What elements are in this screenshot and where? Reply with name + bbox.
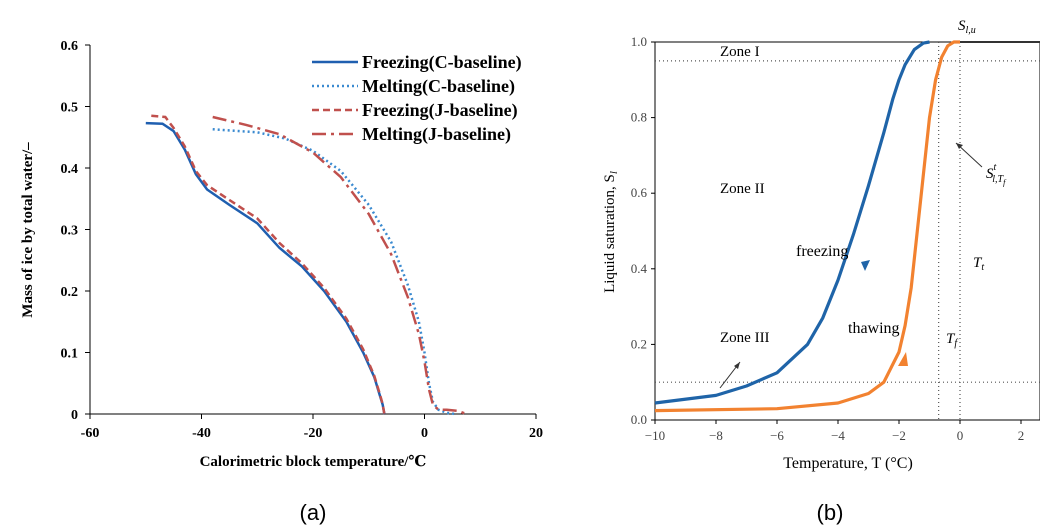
- panel-b-y-tick-label: 0.8: [631, 110, 647, 125]
- panel-a-legend: Freezing(C-baseline) Melting(C-baseline) F…: [312, 52, 522, 145]
- legend-label: Melting(C-baseline): [362, 76, 515, 97]
- panel-a-series-line: [151, 114, 386, 415]
- panel-a: -60 -40 -20 0 20 0 0.1 0.2 0.3 0.4 0.5 0.6 Calorime…: [20, 39, 543, 525]
- zone-2-label: Zone II: [720, 181, 765, 197]
- panel-b-series-line: [654, 40, 960, 413]
- panel-b-y-tick-label: 0.0: [631, 412, 647, 427]
- panel-b-ylabel: Liquid saturation, Sl: [602, 171, 620, 293]
- s-ltf-label: St l,Tf: [986, 162, 1007, 187]
- zone-1-label: Zone I: [720, 44, 760, 60]
- panel-a-x-tick-label: 20: [529, 426, 543, 441]
- panel-b-x-tick-label: 2: [1018, 428, 1025, 443]
- panel-b-y-tick-label: 0.4: [631, 261, 648, 276]
- panel-a-x-tick-label: -60: [81, 426, 100, 441]
- freezing-arrowhead: [861, 260, 870, 271]
- panel-a-xlabel: Calorimetric block temperature/℃: [200, 454, 427, 470]
- panel-a-y-tick-label: 0.3: [61, 224, 79, 239]
- thawing-label: thawing: [848, 320, 900, 337]
- panel-a-y-tick-label: 0: [71, 408, 78, 423]
- panel-a-y-tick-label: 0.5: [61, 101, 79, 116]
- panel-a-y-tick-label: 0.4: [61, 162, 79, 177]
- panel-b-series-line: [654, 40, 930, 405]
- panel-a-series-line: [212, 128, 456, 416]
- panel-b-x-tick-label: −8: [709, 428, 723, 443]
- panel-a-ylabel: Mass of ice by total water/–: [20, 142, 36, 318]
- panel-b-x-tick-label: −4: [831, 428, 845, 443]
- panel-a-y-tick-label: 0.2: [61, 285, 79, 300]
- panel-a-x-tick-label: 0: [421, 426, 428, 441]
- panel-b-label: (b): [817, 500, 844, 525]
- zone-3-arrow-head: [734, 362, 740, 369]
- panel-b: −10 −8 −6 −4 −2 0 2 0.0 0.2 0.4 0.6 0.8 1.0 Temperat…: [602, 18, 1040, 525]
- freezing-label: freezing: [796, 243, 848, 260]
- panel-b-y-tick-label: 0.6: [631, 185, 648, 200]
- panel-b-x-tick-label: −10: [645, 428, 665, 443]
- panel-a-x-tick-label: -40: [192, 426, 211, 441]
- panel-a-y-tick-label: 0.1: [61, 347, 79, 362]
- s-lu-label: Sl,u: [958, 18, 976, 36]
- panel-b-x-tick-label: 0: [957, 428, 964, 443]
- tt-label: Tt: [973, 255, 984, 273]
- legend-label: Freezing(J-baseline): [362, 100, 518, 121]
- panel-b-y-tick-label: 0.2: [631, 336, 647, 351]
- panel-b-x-tick-label: −2: [892, 428, 906, 443]
- legend-label: Melting(J-baseline): [362, 124, 511, 145]
- s-ltf-arrow-head: [956, 143, 963, 149]
- panel-b-y-tick-label: 1.0: [631, 34, 647, 49]
- panel-a-series-line: [212, 115, 467, 416]
- panel-b-frame: [654, 41, 1040, 421]
- legend-label: Freezing(C-baseline): [362, 52, 522, 73]
- panel-a-y-tick-label: 0.6: [61, 39, 79, 54]
- panel-a-x-tick-label: -20: [304, 426, 323, 441]
- zone-3-label: Zone III: [720, 330, 770, 346]
- panel-b-x-tick-label: −6: [770, 428, 784, 443]
- panel-a-series-line: [145, 121, 386, 415]
- tf-label: Tf: [946, 331, 958, 349]
- thawing-arrowhead: [898, 352, 908, 366]
- panel-b-xlabel: Temperature, T (°C): [783, 455, 913, 472]
- panel-a-label: (a): [300, 500, 327, 525]
